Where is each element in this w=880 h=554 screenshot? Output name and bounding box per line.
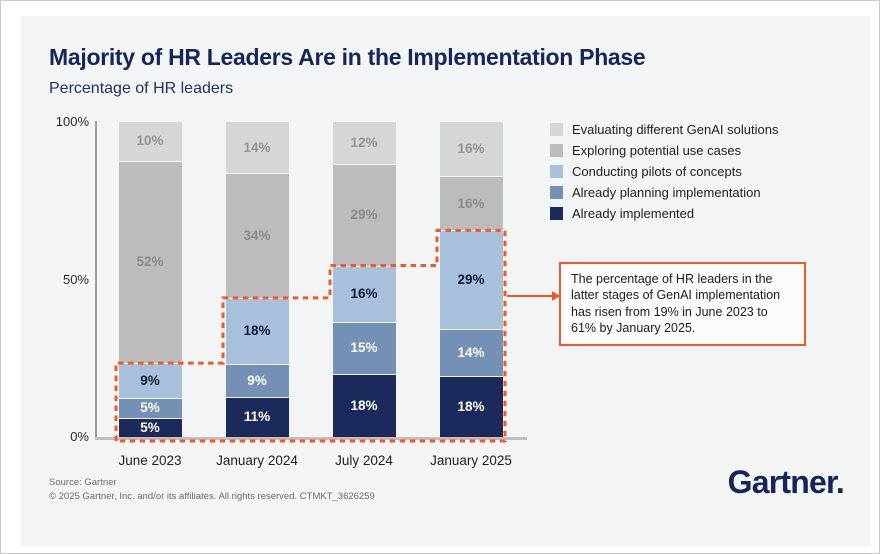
bar-segment: 14% <box>439 328 503 376</box>
segment-value-label: 52% <box>136 254 164 270</box>
legend-swatch-icon <box>550 186 563 199</box>
segment-value-label: 5% <box>140 419 160 435</box>
segment-value-label: 14% <box>243 139 271 155</box>
bar-segment: 10% <box>118 122 182 161</box>
bar-segment: 18% <box>225 297 289 364</box>
x-axis-label: July 2024 <box>335 453 393 468</box>
segment-value-label: 15% <box>350 340 378 356</box>
y-tick-label: 0% <box>70 429 89 444</box>
y-axis-line <box>95 121 97 439</box>
x-axis-label: June 2023 <box>118 453 182 468</box>
segment-value-label: 18% <box>457 398 485 414</box>
bar-segment: 29% <box>439 230 503 329</box>
legend: Evaluating different GenAI solutions Expl… <box>550 119 778 224</box>
bar-segment: 12% <box>332 122 396 164</box>
legend-label: Conducting pilots of concepts <box>572 164 742 179</box>
bar-june-2023: 10% 52% 9% 5% 5% <box>118 122 182 437</box>
segment-value-label: 34% <box>243 228 271 244</box>
segment-value-label: 5% <box>140 400 160 416</box>
callout-text: The percentage of HR leaders in the latt… <box>571 272 781 335</box>
segment-value-label: 18% <box>350 397 378 413</box>
bar-segment: 18% <box>332 374 396 437</box>
page-subtitle: Percentage of HR leaders <box>49 80 234 97</box>
legend-item: Conducting pilots of concepts <box>550 161 778 182</box>
bar-segment: 5% <box>118 398 182 418</box>
y-tick-label: 100% <box>55 114 89 129</box>
segment-value-label: 29% <box>457 271 485 287</box>
chart-panel: Majority of HR Leaders Are in the Implem… <box>21 16 870 547</box>
legend-item: Already planning implementation <box>550 182 778 203</box>
segment-value-label: 9% <box>247 372 267 388</box>
page-title: Majority of HR Leaders Are in the Implem… <box>49 44 646 70</box>
copyright-line: © 2025 Gartner, Inc. and/or its affiliat… <box>49 490 375 502</box>
bar-segment: 16% <box>332 265 396 322</box>
segment-value-label: 16% <box>350 285 378 301</box>
x-axis-baseline <box>95 437 527 440</box>
bar-segment: 9% <box>118 363 182 399</box>
y-tick-label: 50% <box>62 271 89 287</box>
bar-segment: 34% <box>225 173 289 298</box>
bar-july-2024: 12% 29% 16% 15% 18% <box>332 122 396 437</box>
x-axis-label: January 2024 <box>216 453 298 468</box>
segment-value-label: 11% <box>243 409 271 425</box>
legend-swatch-icon <box>550 144 563 157</box>
bar-segment: 18% <box>439 376 503 437</box>
bar-segment: 29% <box>332 164 396 266</box>
source-line: Source: Gartner <box>49 477 117 488</box>
bar-january-2024: 14% 34% 18% 9% 11% <box>225 122 289 437</box>
legend-label: Already planning implementation <box>572 185 761 200</box>
segment-value-label: 9% <box>140 373 160 389</box>
segment-value-label: 18% <box>243 323 271 339</box>
legend-item: Already implemented <box>550 203 778 224</box>
x-axis-label: January 2025 <box>430 453 512 468</box>
segment-value-label: 14% <box>457 344 485 360</box>
legend-label: Exploring potential use cases <box>572 143 742 158</box>
legend-label: Already implemented <box>572 206 695 221</box>
bar-segment: 14% <box>225 122 289 174</box>
segment-value-label: 16% <box>457 141 485 157</box>
bar-segment: 5% <box>118 417 182 437</box>
segment-value-label: 10% <box>136 133 164 149</box>
bar-segment: 15% <box>332 321 396 374</box>
footer-source: Source: Gartner © 2025 Gartner, Inc. and… <box>49 476 375 504</box>
bar-segment: 11% <box>225 396 289 437</box>
callout-box: The percentage of HR leaders in the latt… <box>559 262 806 346</box>
segment-value-label: 16% <box>457 195 485 211</box>
legend-swatch-icon <box>550 207 563 220</box>
bar-segment: 9% <box>225 363 289 397</box>
bar-january-2025: 16% 16% 29% 14% 18% <box>439 122 503 437</box>
bar-segment: 52% <box>118 160 182 364</box>
bar-segment: 16% <box>439 176 503 231</box>
legend-item: Exploring potential use cases <box>550 140 778 161</box>
bar-segment: 16% <box>439 122 503 177</box>
legend-swatch-icon <box>550 165 563 178</box>
segment-value-label: 29% <box>350 207 378 223</box>
gartner-logo: Gartner. <box>727 464 845 500</box>
segment-value-label: 12% <box>350 134 378 150</box>
legend-swatch-icon <box>550 123 563 136</box>
legend-item: Evaluating different GenAI solutions <box>550 119 778 140</box>
legend-label: Evaluating different GenAI solutions <box>572 122 779 137</box>
